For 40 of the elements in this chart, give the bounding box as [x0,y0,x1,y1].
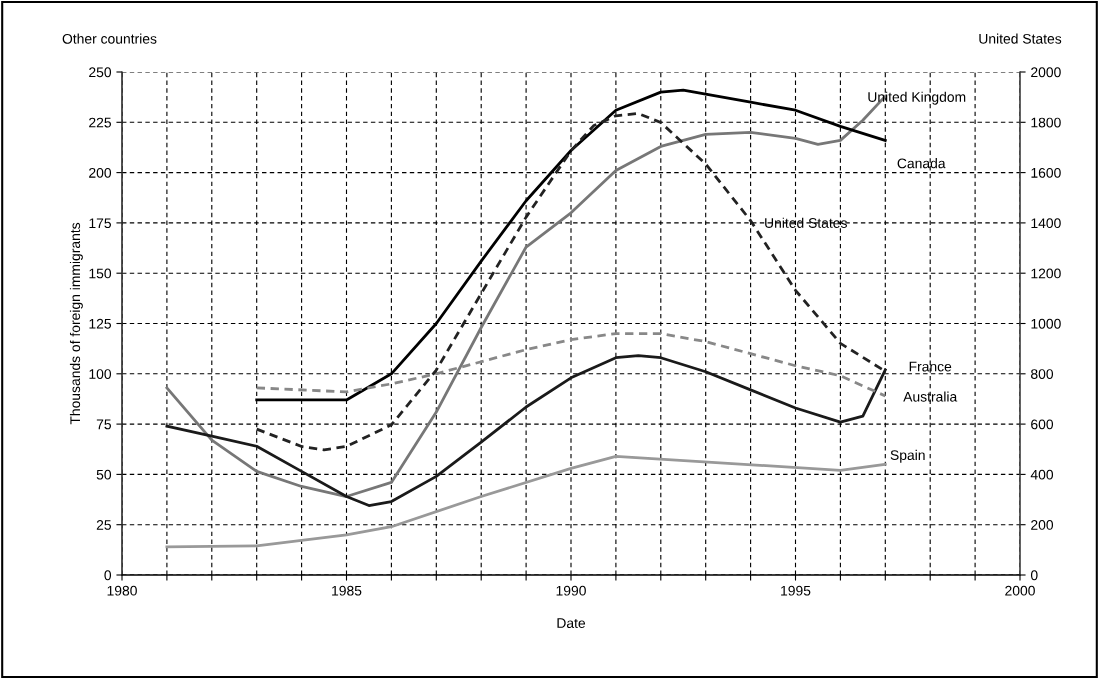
y-tick-label: 150 [89,268,112,279]
y2-tick-label: 1000 [1031,318,1061,329]
y2-tick-label: 1200 [1031,268,1061,279]
y2-tick-label: 1600 [1031,167,1061,178]
series-label: Australia [903,391,958,402]
series-label: United States [765,217,847,228]
y-tick-label: 125 [89,318,111,329]
y-tick-label: 50 [96,469,112,480]
text: Other countries [62,33,157,44]
y-tick-label: 100 [89,369,112,379]
x-tick-label: 2000 [1005,585,1035,596]
series-label: France [909,361,952,372]
y-tick-label: 0 [104,570,112,581]
y2-tick-label: 200 [1031,520,1054,530]
y2-tick-label: 1800 [1031,117,1061,128]
x-tick-label: 1995 [781,585,811,596]
y2-tick-label: 600 [1031,419,1054,430]
x-tick-label: 1985 [332,585,362,596]
x-tick-label: 1990 [556,585,586,596]
y-tick-label: 225 [89,117,111,128]
x-tick-label: 1980 [107,585,137,596]
y2-tick-label: 1400 [1031,218,1061,229]
y-tick-label: 250 [89,67,112,78]
x-axis-title: Date [557,618,586,629]
series-label: Canada [897,158,946,169]
y-tick-label: 25 [96,520,111,530]
y2-axis-title: United States [979,33,1062,44]
y-tick-label: 75 [96,419,111,430]
y2-tick-label: 2000 [1031,67,1061,78]
line-series [165,354,887,507]
line-series [255,332,887,398]
series-label: Spain [890,449,925,463]
y-axis-title: Thousands of foreign immigrants [69,222,83,425]
y2-tick-label: 800 [1031,369,1054,379]
y-tick-label: 200 [89,167,112,178]
series-label: United Kingdom [868,91,966,105]
y-tick-label: 175 [89,218,111,229]
line-series [165,454,887,549]
y2-tick-label: 0 [1030,570,1038,581]
y2-tick-label: 400 [1030,469,1054,480]
